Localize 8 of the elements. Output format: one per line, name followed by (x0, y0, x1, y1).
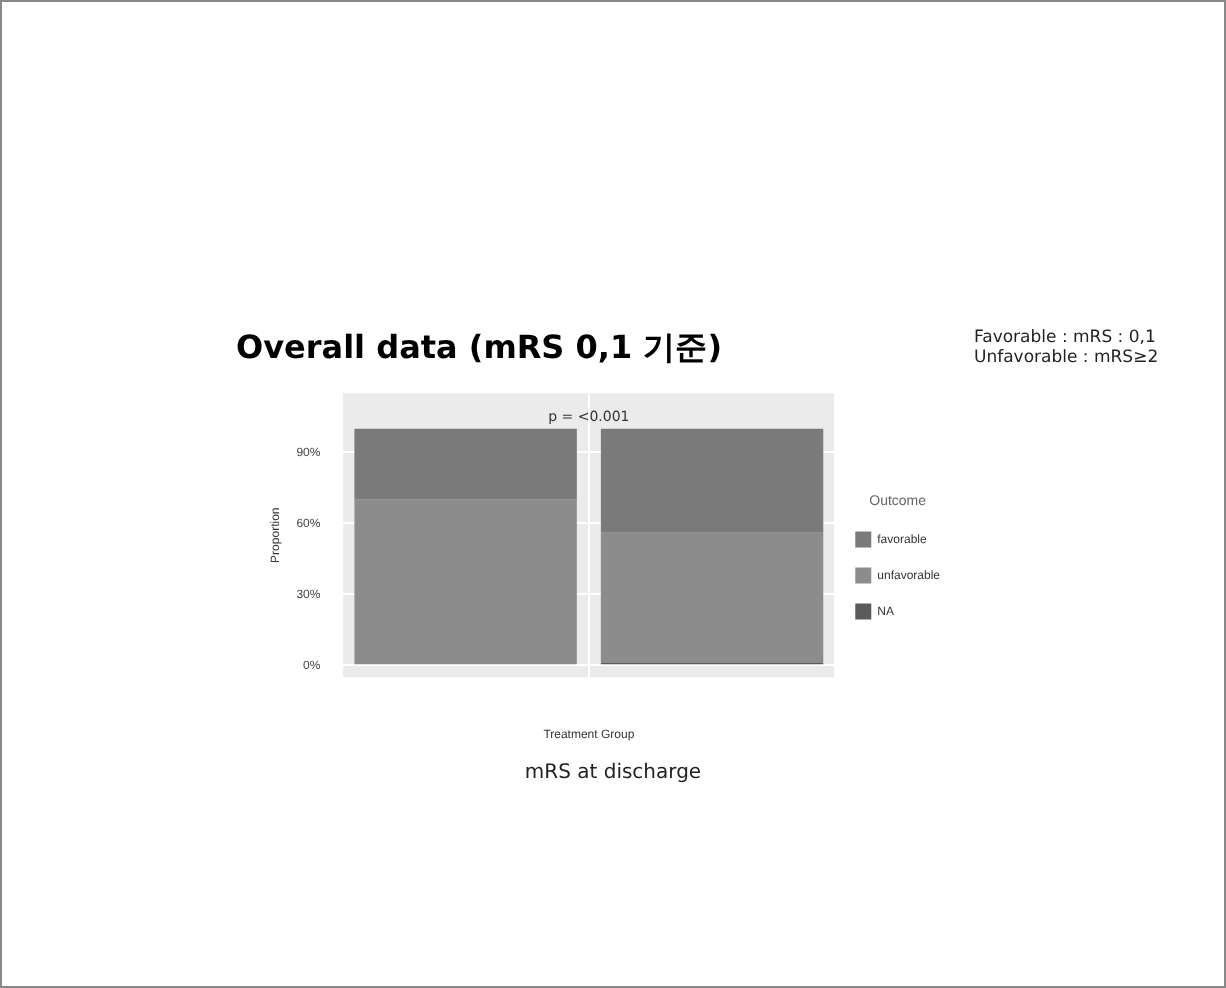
text: Unfavorable : mRS≥2 (974, 348, 1159, 368)
chart-title: Overall data (mRS 0,1 기준) (236, 328, 722, 370)
bar (354, 499, 577, 665)
bar (600, 532, 824, 663)
bar (354, 428, 577, 500)
text: mRS at discharge (522, 762, 704, 784)
text: Favorable : mRS : 0,1 (974, 328, 1158, 348)
bar (600, 428, 824, 533)
